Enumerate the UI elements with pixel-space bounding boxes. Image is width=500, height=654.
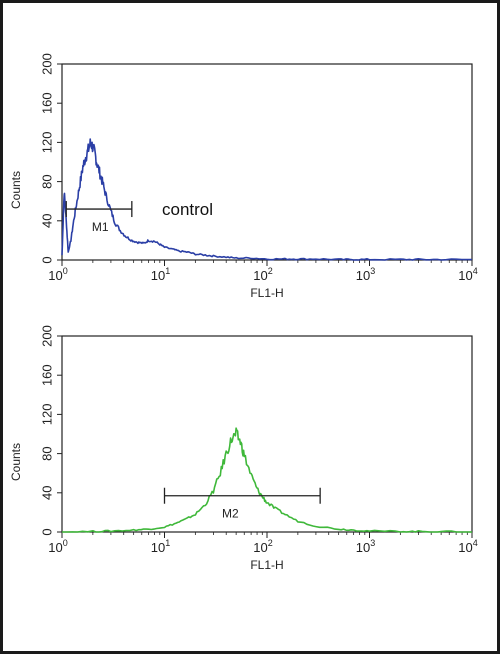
y-tick-label: 0 <box>39 528 54 535</box>
y-tick-label: 200 <box>39 325 54 347</box>
x-tick-base: 10 <box>151 268 165 283</box>
x-tick-exponent: 4 <box>473 538 478 548</box>
x-tick-label: 101 <box>151 266 170 283</box>
y-tick-label: 120 <box>39 132 54 154</box>
x-axis-label: FL1-H <box>250 558 283 572</box>
x-tick-base: 10 <box>253 540 267 555</box>
x-axis-label: FL1-H <box>250 286 283 300</box>
x-tick-base: 10 <box>458 540 472 555</box>
x-tick-exponent: 4 <box>473 266 478 276</box>
x-tick-label: 104 <box>458 538 477 555</box>
y-tick-label: 160 <box>39 364 54 386</box>
x-tick-exponent: 1 <box>165 266 170 276</box>
x-tick-base: 10 <box>356 540 370 555</box>
x-tick-exponent: 0 <box>63 266 68 276</box>
x-tick-exponent: 0 <box>63 538 68 548</box>
x-tick-label: 100 <box>48 266 67 283</box>
x-tick-exponent: 3 <box>370 266 375 276</box>
y-axis-label: Counts <box>9 443 23 481</box>
histogram-trace <box>61 138 472 261</box>
y-tick-label: 160 <box>39 92 54 114</box>
x-tick-base: 10 <box>356 268 370 283</box>
x-tick-base: 10 <box>151 540 165 555</box>
y-tick-label: 200 <box>39 53 54 75</box>
y-tick-label: 40 <box>39 486 54 500</box>
y-tick-label: 0 <box>39 256 54 263</box>
x-tick-exponent: 2 <box>268 266 273 276</box>
y-tick-label: 80 <box>39 446 54 460</box>
x-tick-label: 102 <box>253 538 272 555</box>
x-tick-base: 10 <box>48 268 62 283</box>
x-tick-label: 101 <box>151 538 170 555</box>
y-tick-label: 120 <box>39 404 54 426</box>
x-tick-label: 102 <box>253 266 272 283</box>
x-tick-exponent: 2 <box>268 538 273 548</box>
x-tick-label: 103 <box>356 538 375 555</box>
y-axis-label: Counts <box>9 171 23 209</box>
gate-label: M2 <box>222 507 239 521</box>
x-tick-label: 103 <box>356 266 375 283</box>
y-tick-label: 80 <box>39 174 54 188</box>
y-tick-label: 40 <box>39 214 54 228</box>
x-tick-exponent: 3 <box>370 538 375 548</box>
x-tick-label: 104 <box>458 266 477 283</box>
x-tick-exponent: 1 <box>165 538 170 548</box>
plot-area-border <box>61 63 473 261</box>
x-tick-base: 10 <box>253 268 267 283</box>
control-annotation: control <box>162 200 213 219</box>
x-tick-label: 100 <box>48 538 67 555</box>
x-tick-base: 10 <box>458 268 472 283</box>
histogram-trace <box>62 427 472 533</box>
gate-label: M1 <box>92 220 109 234</box>
x-tick-base: 10 <box>48 540 62 555</box>
